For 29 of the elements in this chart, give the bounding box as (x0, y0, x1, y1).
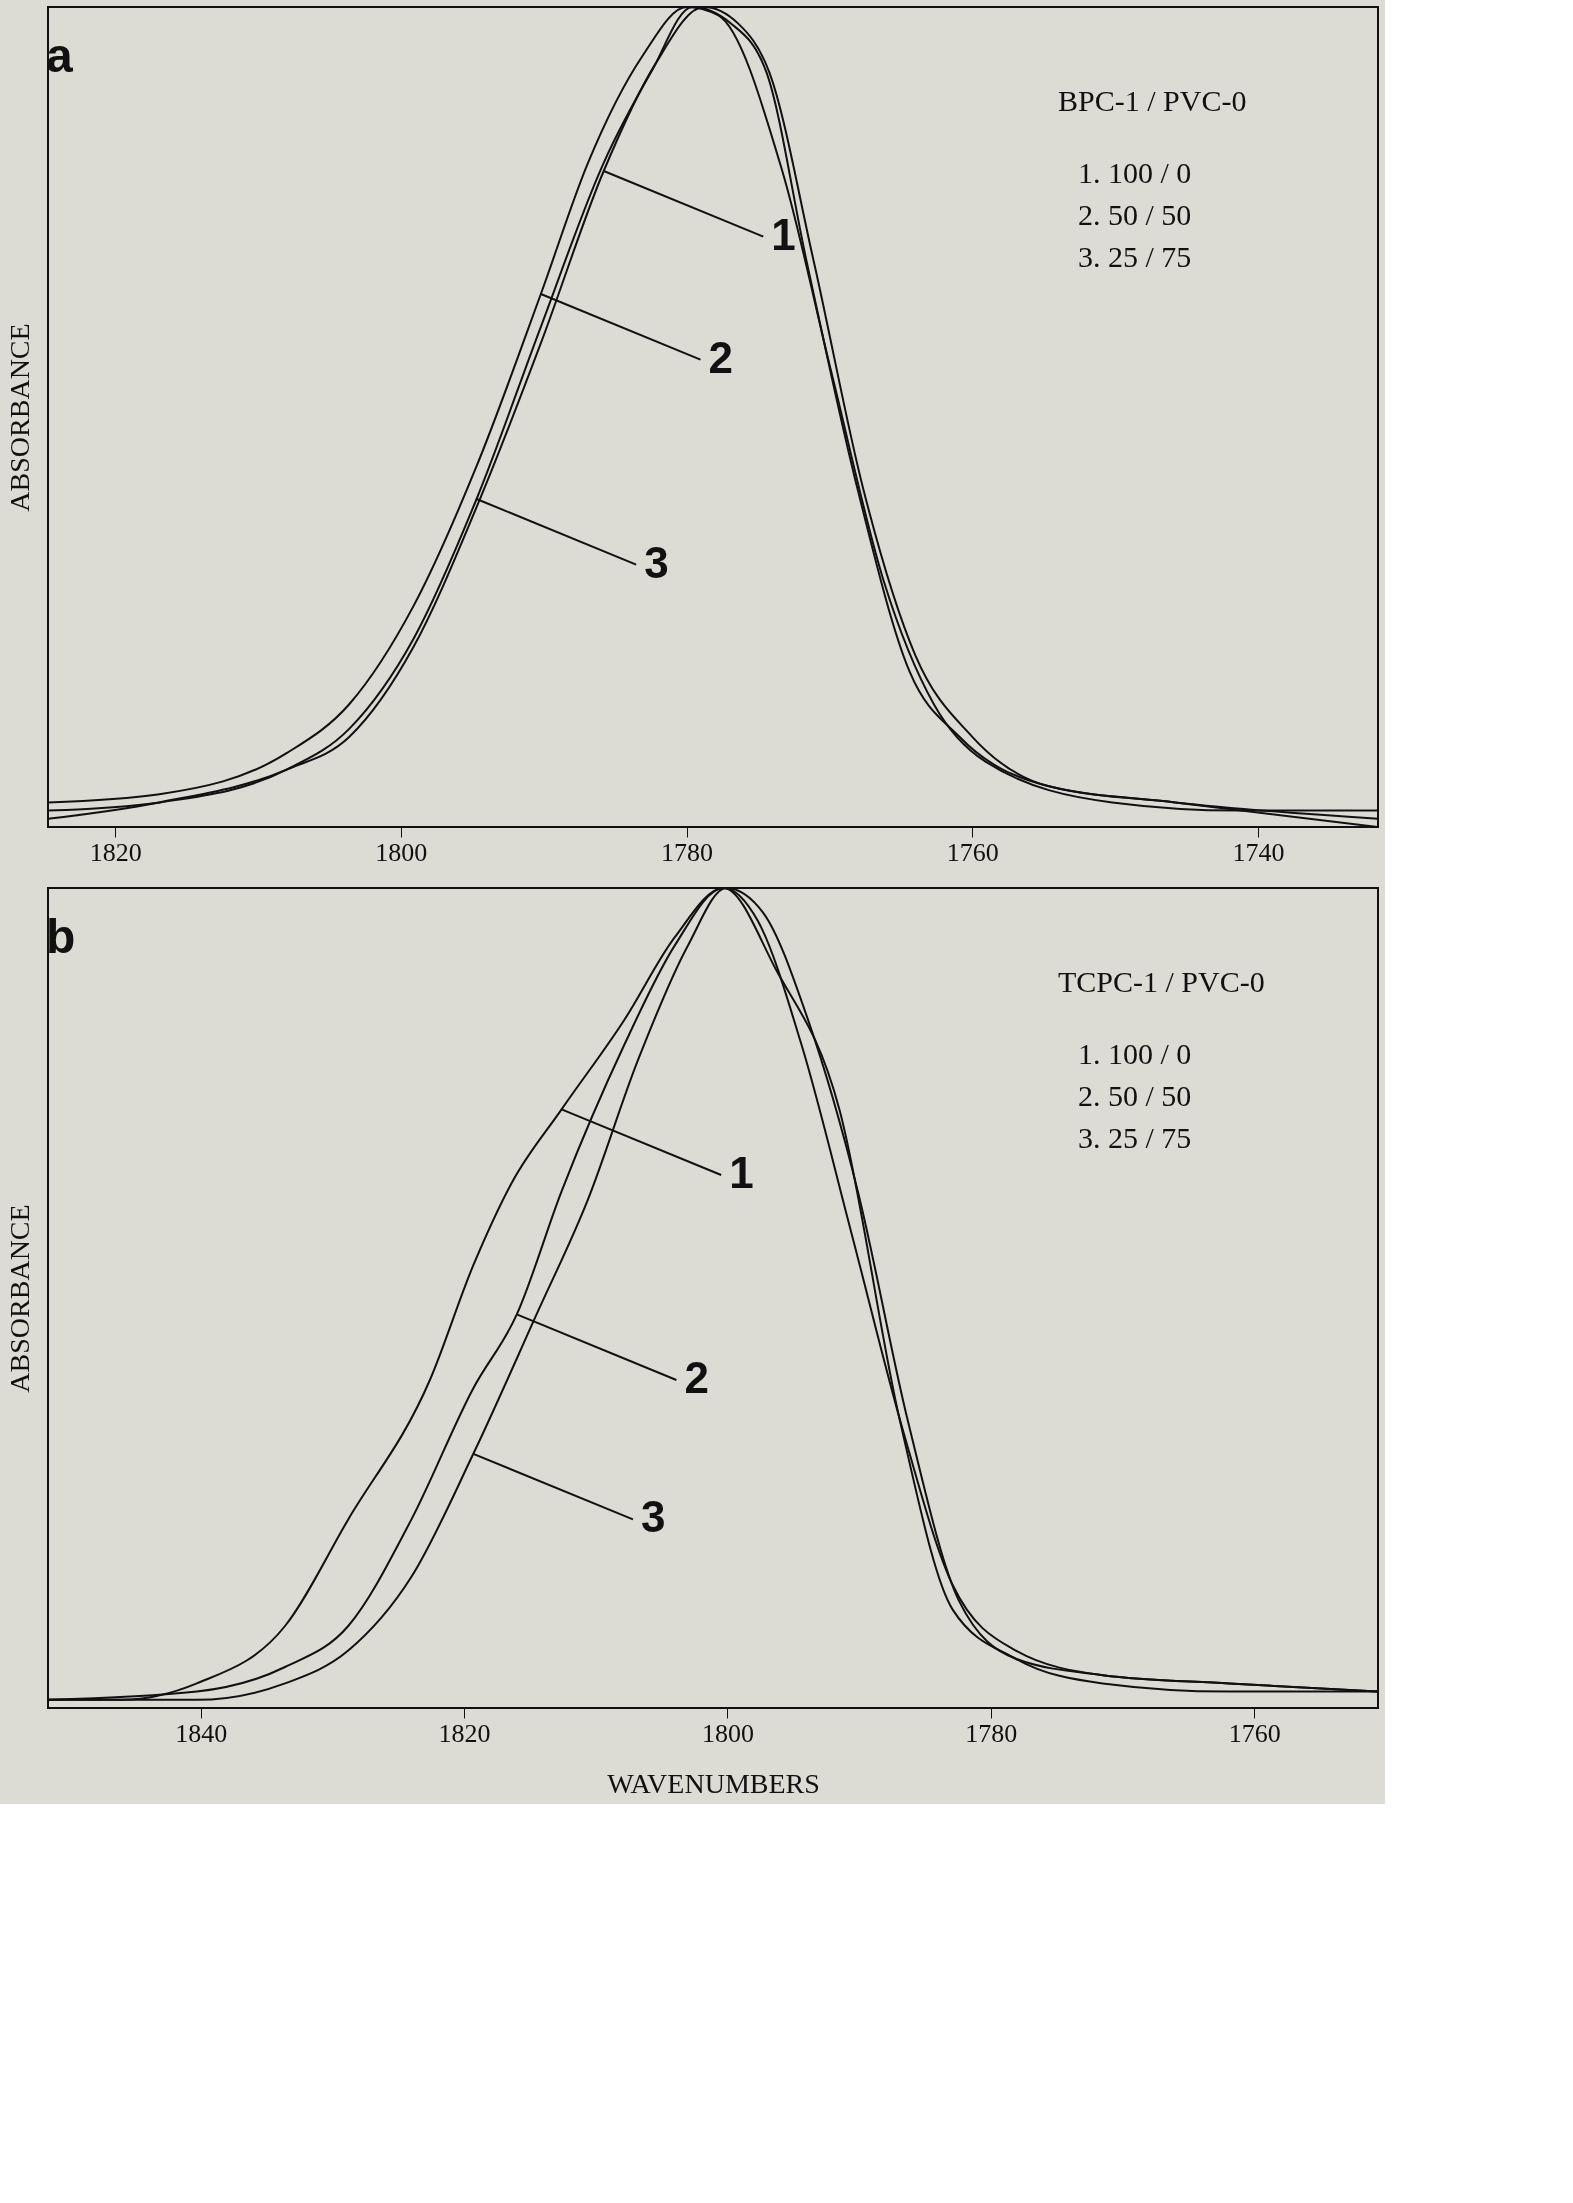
annotation: 3. 25 / 75 (1078, 240, 1192, 273)
annotation: 2. 50 / 50 (1078, 198, 1192, 231)
legend-label: 1 (729, 1148, 754, 1197)
legend-label: 3 (644, 537, 669, 587)
legend-label: 3 (640, 1492, 666, 1542)
legend-label: 2 (684, 1353, 709, 1402)
annotation: 1. 100 / 0 (1078, 156, 1192, 189)
x-tick-label: 1780 (661, 837, 714, 867)
x-tick-label: 1820 (89, 837, 142, 867)
text: a (46, 29, 73, 82)
x-tick-label: 1820 (438, 1718, 491, 1748)
legend-label: 2 (708, 332, 733, 382)
y-axis-title: ABSORBANCE (3, 1204, 35, 1393)
x-axis-title: WAVENUMBERS (607, 1767, 820, 1799)
text: b (46, 910, 76, 963)
x-tick-label: 1760 (946, 837, 999, 867)
annotation: 3. 25 / 75 (1078, 1121, 1192, 1154)
x-tick-label: 1740 (1232, 837, 1285, 867)
annotation: TCPC-1 / PVC-0 (1058, 965, 1265, 998)
x-tick-label: 1840 (175, 1718, 228, 1748)
y-axis-title: ABSORBANCE (3, 323, 35, 512)
annotation: 1. 100 / 0 (1078, 1037, 1192, 1070)
x-tick-label: 1780 (965, 1718, 1018, 1748)
legend-label: 1 (771, 209, 796, 259)
x-tick-label: 1800 (701, 1718, 754, 1748)
x-tick-label: 1800 (375, 837, 428, 867)
x-tick-label: 1760 (1228, 1718, 1281, 1748)
annotation: BPC-1 / PVC-0 (1058, 84, 1247, 117)
annotation: 2. 50 / 50 (1078, 1079, 1192, 1112)
